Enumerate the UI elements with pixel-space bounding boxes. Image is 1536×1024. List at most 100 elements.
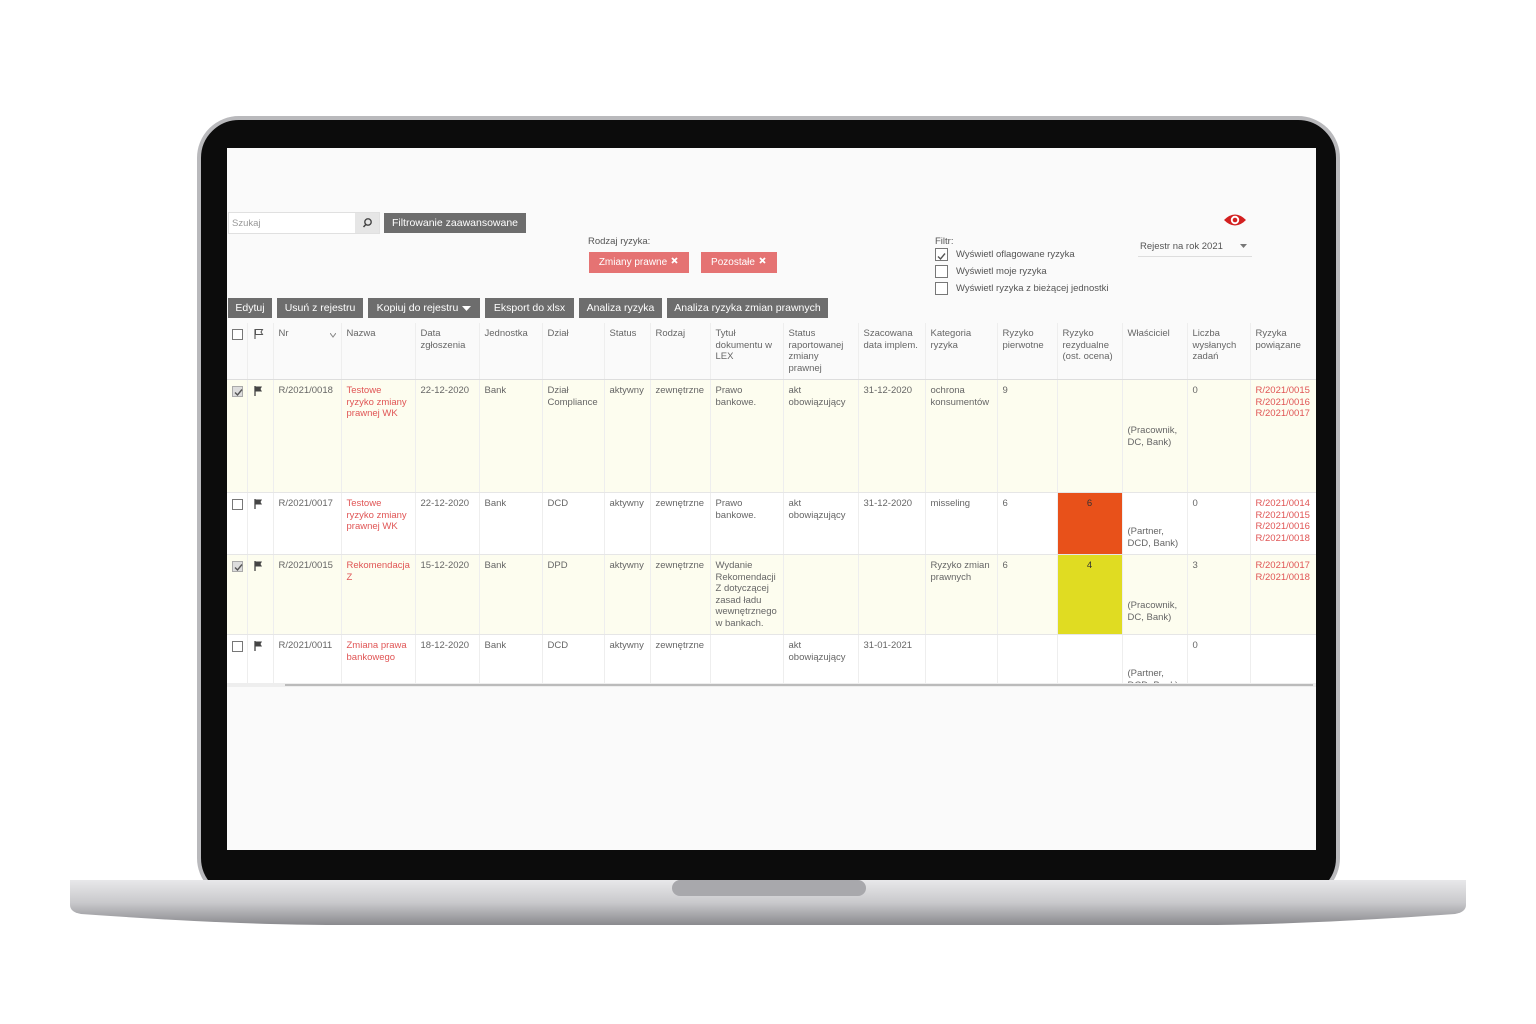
cell-nr: R/2021/0018 <box>272 379 341 493</box>
cell-jednostka: Bank <box>478 379 542 493</box>
cell-status-rap: akt obowiązujący <box>782 379 858 493</box>
related-risk-link[interactable]: R/2021/0017 <box>1255 560 1310 571</box>
cell-text: DPD <box>547 560 568 571</box>
select-all-checkbox[interactable] <box>232 329 243 340</box>
risk-name-link[interactable]: Testowe ryzyko zmiany prawnej WK <box>346 498 407 532</box>
related-risk-link[interactable]: R/2021/0018 <box>1255 571 1310 583</box>
table-row[interactable]: R/2021/0011 Zmiana prawa bankowego 18-12-2… <box>227 634 1316 683</box>
cell-text: 31-12-2020 <box>863 385 913 396</box>
filter-checkbox[interactable] <box>935 282 948 295</box>
related-risk-link[interactable]: R/2021/0015 <box>1255 509 1310 521</box>
related-risk-link[interactable]: R/2021/0016 <box>1255 396 1310 408</box>
flag-icon <box>253 561 262 571</box>
action-label: Kopiuj do rejestru <box>376 302 459 314</box>
column-header[interactable]: Liczba wysłanych zadań <box>1186 323 1250 380</box>
cell-kategoria: misseling <box>924 492 997 555</box>
related-risk-link[interactable]: R/2021/0016 <box>1255 521 1310 532</box>
action-button[interactable]: Usuń z rejestru <box>277 298 363 318</box>
select-cell <box>227 634 247 683</box>
cell-text: 18-12-2020 <box>420 640 470 651</box>
column-header[interactable]: Status raportowanej zmiany prawnej <box>782 323 858 380</box>
cell-data: 18-12-2020 <box>414 634 479 683</box>
flag-cell <box>246 379 273 493</box>
row-checkbox[interactable] <box>232 641 243 652</box>
flag-cell <box>246 634 273 683</box>
action-button[interactable]: Analiza ryzyka zmian prawnych <box>667 298 828 318</box>
cell-status: aktywny <box>603 379 650 493</box>
cell-powiazane <box>1249 634 1316 683</box>
action-button[interactable]: Kopiuj do rejestru <box>368 298 480 318</box>
filter-option-label: Wyświetl oflagowane ryzyka <box>956 249 1075 260</box>
column-header[interactable]: Nr <box>272 323 341 380</box>
filter-checkbox[interactable] <box>935 248 948 261</box>
cell-szacowana: 31-12-2020 <box>857 492 925 555</box>
cell-text: 22-12-2020 <box>420 498 470 509</box>
column-header[interactable]: Ryzyko pierwotne <box>996 323 1057 380</box>
column-header[interactable]: Ryzyko rezydualne (ost. ocena) <box>1056 323 1122 380</box>
register-select[interactable]: Rejestr na rok 2021 <box>1138 237 1252 257</box>
cell-rezydualne <box>1056 379 1122 493</box>
chip-remove <box>671 257 678 264</box>
cell-nazwa: Testowe ryzyko zmiany prawnej WK <box>340 492 415 555</box>
risk-name-link[interactable]: Zmiana prawa bankowego <box>346 640 407 663</box>
cell-nazwa: Rekomendacja Z <box>340 554 415 635</box>
column-header-label: Tytuł dokumentu w LEX <box>715 328 773 362</box>
header-select-cell <box>227 323 247 380</box>
table-row[interactable]: R/2021/0015 Rekomendacja Z 15-12-2020 Bank D… <box>227 554 1316 635</box>
column-header[interactable]: Rodzaj <box>649 323 710 380</box>
column-header[interactable]: Dział <box>541 323 604 380</box>
column-header-label: Status <box>609 328 637 339</box>
column-header[interactable]: Szacowana data implem. <box>857 323 925 380</box>
cell-text: Bank <box>484 385 507 396</box>
cell-text: (Partner, DCD, Bank) <box>1127 668 1179 683</box>
action-button[interactable]: Analiza ryzyka <box>579 298 662 318</box>
related-risk-link[interactable]: R/2021/0014 <box>1255 498 1310 509</box>
scrollbar-thumb[interactable] <box>285 684 1313 686</box>
column-header[interactable]: Data zgłoszenia <box>414 323 479 380</box>
cell-nazwa: Testowe ryzyko zmiany prawnej WK <box>340 379 415 493</box>
cell-powiazane: R/2021/0017 R/2021/0018 <box>1249 554 1316 635</box>
cell-text: zewnętrzne <box>655 640 705 651</box>
table-row[interactable]: R/2021/0017 Testowe ryzyko zmiany prawnej… <box>227 492 1316 555</box>
related-risk-link[interactable]: R/2021/0015 <box>1255 385 1310 396</box>
related-risk-link[interactable]: R/2021/0017 <box>1255 408 1310 419</box>
action-button[interactable]: Eksport do xlsx <box>485 298 574 318</box>
risk-type-chip[interactable]: Zmiany prawne <box>589 252 689 273</box>
risk-type-chip[interactable]: Pozostałe <box>701 252 777 273</box>
related-risk-link[interactable]: R/2021/0018 <box>1255 532 1310 544</box>
column-header[interactable]: Ryzyka powiązane <box>1249 323 1316 380</box>
cell-text: 9 <box>1002 385 1008 396</box>
column-header[interactable]: Tytuł dokumentu w LEX <box>709 323 783 380</box>
cell-text: R/2021/0015 <box>278 560 333 571</box>
cell-pierwotne: 6 <box>996 492 1057 555</box>
cell-szacowana: 31-12-2020 <box>857 379 925 493</box>
row-checkbox[interactable] <box>232 561 243 572</box>
risk-type-label: Rodzaj ryzyka: <box>588 236 651 247</box>
cell-liczba: 3 <box>1186 554 1250 635</box>
row-checkbox[interactable] <box>232 499 243 510</box>
cell-text: akt obowiązujący <box>788 640 846 663</box>
search-input[interactable]: Szukaj <box>228 212 380 234</box>
column-header[interactable]: Właściciel <box>1121 323 1187 380</box>
eye-icon[interactable] <box>1223 211 1247 229</box>
filter-checkbox[interactable] <box>935 265 948 278</box>
cell-dzial: DPD <box>541 554 604 635</box>
column-header-label: Status raportowanej zmiany prawnej <box>788 328 844 374</box>
risk-name-link[interactable]: Testowe ryzyko zmiany prawnej WK <box>346 385 407 419</box>
cell-text: (Pracownik, DC, Bank) <box>1127 600 1178 623</box>
row-checkbox[interactable] <box>232 386 243 397</box>
cell-text: aktywny <box>609 560 644 571</box>
column-header[interactable]: Jednostka <box>478 323 542 380</box>
cell-text: Prawo bankowe. <box>715 498 757 521</box>
table-row[interactable]: R/2021/0018 Testowe ryzyko zmiany prawnej… <box>227 379 1316 493</box>
column-header[interactable]: Kategoria ryzyka <box>924 323 997 380</box>
column-header[interactable]: Nazwa <box>340 323 415 380</box>
cell-text: 6 <box>1002 560 1008 571</box>
advanced-filter-button[interactable]: Filtrowanie zaawansowane <box>384 213 526 233</box>
cell-wlasciciel: (Pracownik, DC, Bank) <box>1121 554 1187 635</box>
column-header[interactable]: Status <box>603 323 650 380</box>
search-button[interactable] <box>355 213 379 233</box>
cell-text: 22-12-2020 <box>420 385 470 396</box>
action-button[interactable]: Edytuj <box>228 298 272 318</box>
risk-name-link[interactable]: Rekomendacja Z <box>346 560 410 583</box>
